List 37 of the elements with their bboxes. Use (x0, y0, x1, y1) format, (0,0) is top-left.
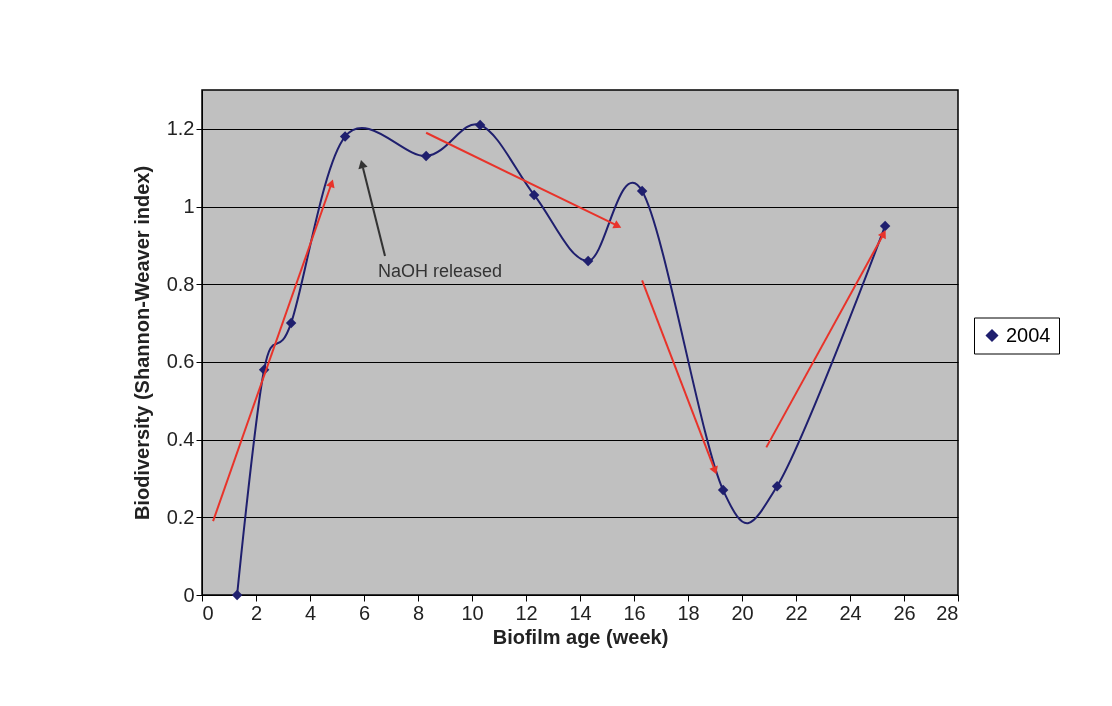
x-axis-title: Biofilm age (week) (492, 625, 669, 648)
point (582, 255, 594, 267)
point (339, 131, 351, 142)
point (879, 220, 891, 232)
y-tick-label: 1.2 (166, 117, 195, 140)
x-tick-label: 22 (785, 601, 808, 624)
x-tick-label: 6 (358, 601, 371, 624)
point (528, 189, 540, 201)
legend-label: 2004 (1006, 323, 1051, 346)
x-tick-label: 26 (893, 601, 916, 624)
point (636, 185, 648, 197)
y-tick-label: 0.4 (166, 428, 195, 451)
x-tick-label: 18 (677, 601, 700, 624)
y-axis-title: Biodiversity (Shannon-Weaver index) (130, 165, 153, 521)
x-tick-label: 16 (623, 601, 646, 624)
point (231, 589, 243, 601)
y-tick-label: 0.8 (166, 272, 195, 295)
y-tick-label: 0.6 (166, 350, 195, 373)
x-tick-label: 28 (936, 601, 959, 624)
y-tick-label: 0 (183, 583, 195, 606)
x-tick-label: 14 (569, 601, 592, 624)
x-tick-label: 20 (731, 601, 754, 624)
point (474, 119, 486, 131)
x-tick-label: 4 (304, 601, 317, 624)
point (771, 480, 783, 492)
x-tick-label: 2 (250, 601, 263, 624)
point (285, 317, 297, 329)
y-tick-label: 1 (183, 195, 195, 218)
point (717, 484, 729, 496)
x-tick-label: 10 (461, 601, 484, 624)
x-tick-label: 0 (202, 601, 214, 624)
annotation: NaOH released (377, 261, 503, 281)
x-tick-label: 12 (515, 601, 538, 624)
x-tick-label: 8 (412, 601, 425, 624)
y-tick-label: 0.2 (166, 505, 195, 528)
point (420, 150, 432, 162)
x-tick-label: 24 (839, 601, 862, 624)
